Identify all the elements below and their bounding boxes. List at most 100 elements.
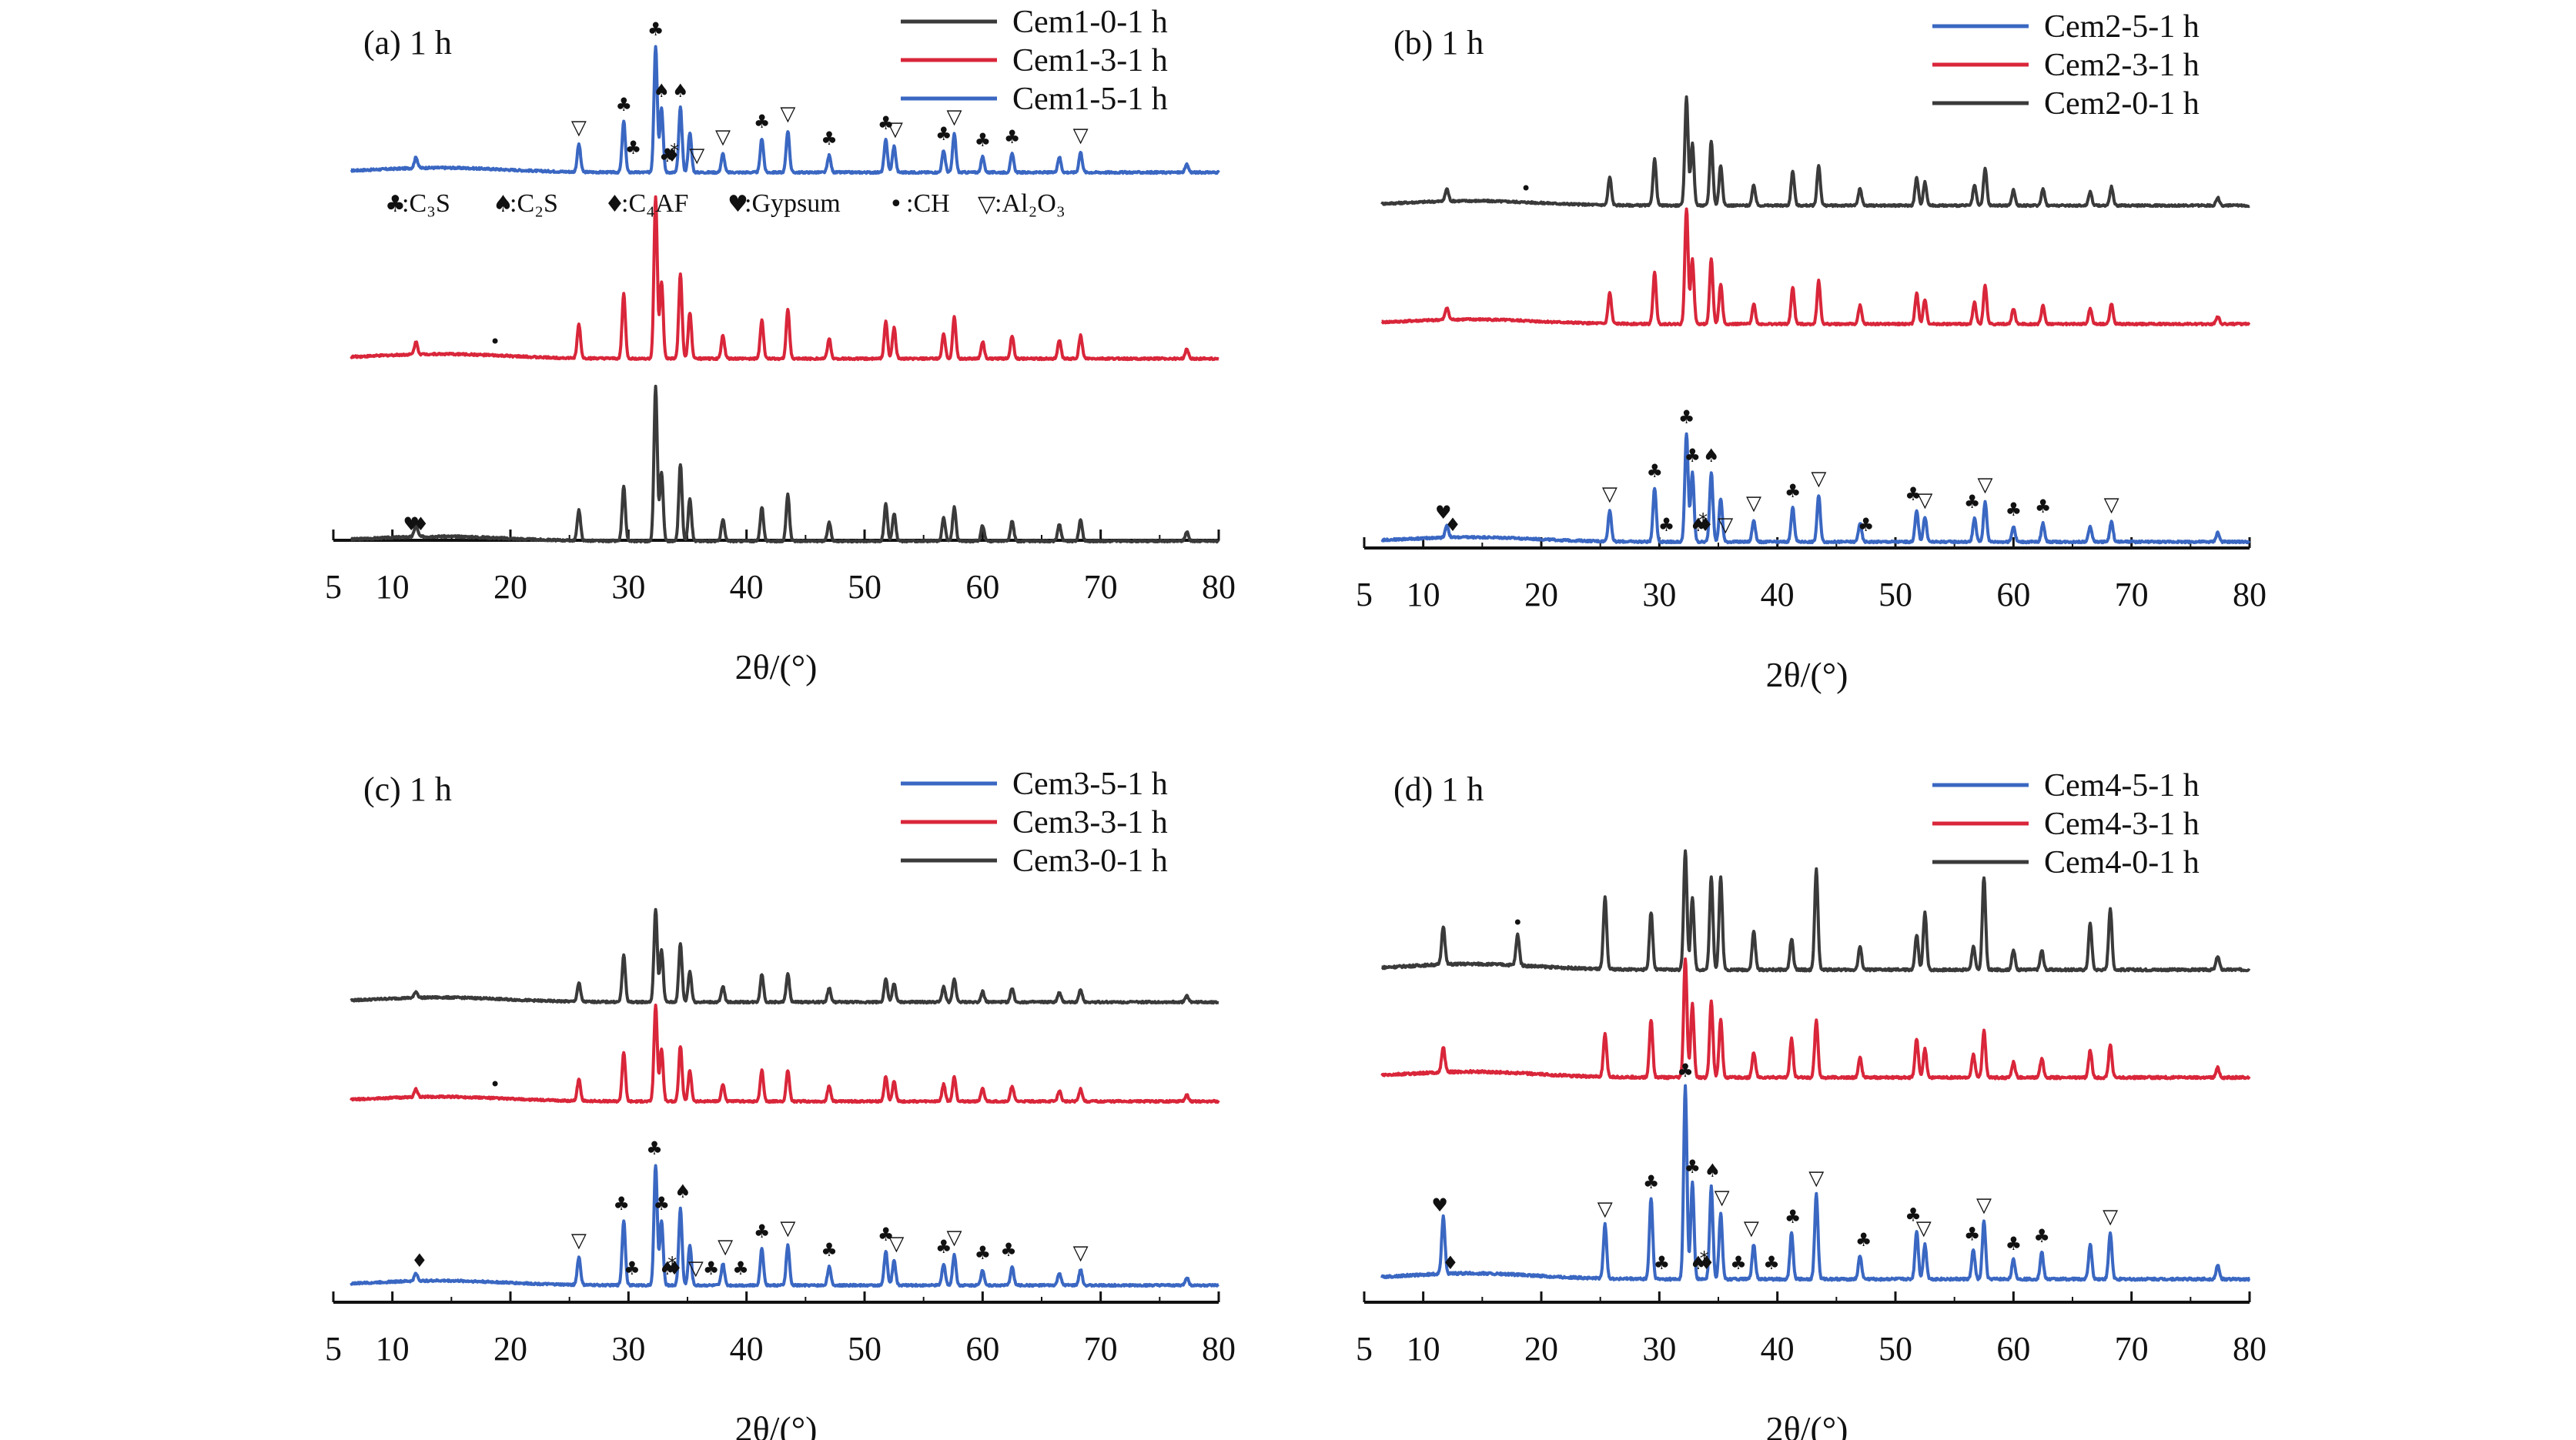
x-axis-label: 2θ/(°) (735, 647, 818, 687)
x-tick-label: 70 (1084, 568, 1118, 606)
phase-marker: ♣ (2006, 1233, 2022, 1255)
x-tick-label: 30 (611, 1330, 645, 1368)
phase-label: :C₄AF (621, 189, 688, 218)
phase-marker: ♣ (1964, 491, 1981, 513)
phase-label: :C₃S (402, 189, 450, 218)
phase-marker: ♣ (754, 111, 771, 132)
phase-marker: • (1512, 912, 1523, 934)
phase-marker: ♣ (1905, 483, 1922, 505)
phase-marker: ♣ (1855, 1229, 1872, 1251)
x-tick-label: 40 (730, 568, 764, 606)
phase-marker: ♣ (821, 1239, 838, 1261)
legend-label: Cem4-5-1 h (2044, 768, 2200, 804)
phase-marker: ▽ (1746, 492, 1761, 515)
series-line-2 (1380, 207, 2251, 327)
phase-marker: ♠ (654, 80, 671, 102)
phase-marker: ♣ (975, 129, 992, 151)
x-tick-label: 60 (965, 568, 999, 606)
series-line-1 (350, 384, 1220, 544)
phase-marker: * (667, 1253, 677, 1275)
phase-symbol: ▽ (978, 191, 995, 218)
phase-marker: ♣ (732, 1258, 749, 1279)
series-line-3 (1380, 95, 2251, 209)
x-tick-label: 10 (376, 568, 410, 606)
x-tick-label: 10 (1407, 576, 1440, 613)
phase-marker: ▽ (1978, 473, 1993, 496)
phase-marker: ▽ (718, 1235, 733, 1258)
legend-label: Cem1-5-1 h (1012, 82, 1168, 117)
phase-marker: ♣ (1763, 1252, 1780, 1274)
phase-symbol: ♠ (493, 191, 514, 218)
legend-label: Cem1-0-1 h (1012, 5, 1168, 40)
legend-label: Cem3-3-1 h (1012, 805, 1168, 840)
phase-marker: ♣ (1643, 1171, 1660, 1193)
phase-marker: ♣ (975, 1242, 992, 1264)
phase-marker: ♣ (659, 145, 676, 166)
phase-marker: ▽ (2103, 1205, 2118, 1228)
phase-marker: ▽ (689, 144, 704, 167)
phase-marker: • (490, 1074, 500, 1095)
x-tick-label: 10 (376, 1330, 410, 1368)
phase-marker: ♣ (654, 1193, 671, 1214)
phase-marker: ▽ (688, 1257, 704, 1280)
series-line-2 (350, 195, 1220, 362)
phase-marker: ♣ (1677, 1060, 1694, 1081)
phase-marker: • (1521, 178, 1531, 199)
phase-marker: ♣ (1785, 1206, 1802, 1228)
x-tick-label: 40 (1761, 1330, 1795, 1368)
phase-marker: ♣ (878, 1224, 895, 1245)
series-line-2 (1380, 957, 2251, 1081)
phase-marker: ♦ (1442, 1252, 1459, 1274)
phase-label: :Al₂O₃ (995, 189, 1066, 218)
phase-marker: ▽ (780, 1217, 795, 1240)
legend-label: Cem4-3-1 h (2044, 807, 2200, 842)
x-axis-label: 2θ/(°) (735, 1409, 818, 1440)
series-line-1 (1380, 1084, 2251, 1282)
xrd-panel-2: (b) 1 h 5 10 20 30 40 50 60 70 80 2θ/(°) Cem2-5-1 h… (1356, 9, 2267, 694)
legend-label: Cem3-0-1 h (1012, 844, 1168, 879)
phase-marker: • (490, 331, 500, 352)
phase-marker: ♣ (1684, 445, 1701, 466)
panel-title: (c) 1 h (363, 770, 452, 808)
phase-marker: ♠ (674, 1181, 691, 1202)
x-tick-label: 80 (2233, 1330, 2267, 1368)
x-tick-label: 5 (1356, 576, 1373, 613)
phase-marker: ♣ (1000, 1239, 1017, 1261)
phase-marker: ▽ (1917, 489, 1932, 512)
phase-marker: ♦ (411, 1250, 428, 1271)
x-tick-label: 80 (1202, 568, 1236, 606)
x-tick-label: 50 (848, 568, 882, 606)
phase-marker: ♣ (624, 1258, 641, 1279)
phase-marker: ♥ (1431, 1194, 1448, 1216)
phase-marker: ♦ (1698, 1252, 1715, 1274)
x-tick-label: 5 (325, 568, 342, 606)
x-tick-label: 50 (1878, 1330, 1912, 1368)
phase-marker: ♠ (1690, 514, 1707, 536)
x-tick-label: 10 (1407, 1330, 1440, 1368)
phase-label: :Gypsum (744, 189, 841, 218)
xrd-panel-3: (c) 1 h 5 10 20 30 40 50 60 70 80 2θ/(°) Cem3-5-1 h… (325, 767, 1236, 1440)
legend-label: Cem2-0-1 h (2044, 86, 2200, 122)
phase-marker: ▽ (1073, 124, 1089, 147)
x-axis-label: 2θ/(°) (1766, 1409, 1848, 1440)
phase-marker: ▽ (1597, 1198, 1613, 1221)
phase-marker: ♥ (1435, 502, 1452, 523)
x-tick-label: 20 (1524, 1330, 1558, 1368)
phase-marker: ♣ (1785, 480, 1802, 502)
x-tick-label: 40 (730, 1330, 764, 1368)
series-line-1 (1380, 432, 2251, 545)
series-line-3 (1380, 849, 2251, 973)
x-tick-label: 70 (1084, 1330, 1118, 1368)
phase-marker: ▽ (1808, 1167, 1824, 1190)
phase-marker: ▽ (888, 118, 903, 141)
phase-marker: ♣ (613, 1193, 630, 1214)
phase-marker: ♣ (1964, 1224, 1981, 1245)
series-line-1 (350, 1164, 1220, 1288)
phase-marker: ♦ (413, 513, 430, 535)
phase-marker: ▽ (571, 1229, 587, 1252)
phase-marker: ▽ (1976, 1194, 1992, 1217)
x-tick-label: 30 (1642, 576, 1676, 613)
legend-label: Cem2-3-1 h (2044, 48, 2200, 83)
phase-label: :CH (906, 189, 950, 218)
phase-marker: ▽ (947, 1226, 962, 1249)
